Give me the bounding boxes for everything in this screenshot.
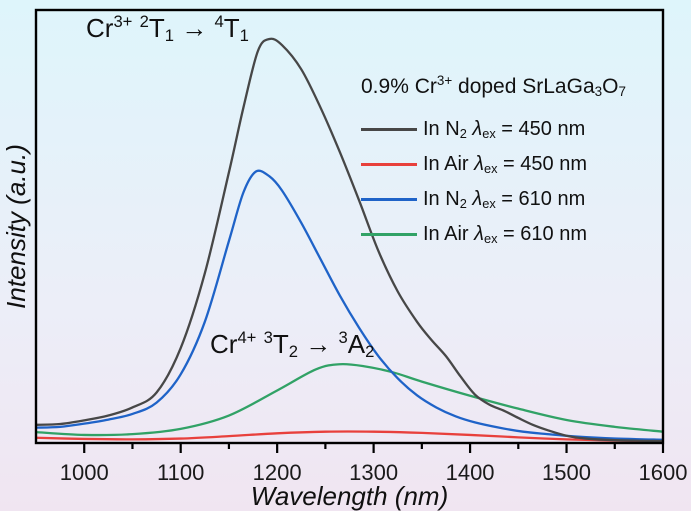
text-segment: 1 xyxy=(239,25,249,45)
legend-line-in-n2-450 xyxy=(361,128,417,131)
x-tick-label: 1400 xyxy=(446,460,495,485)
text-segment: 2 xyxy=(459,195,467,211)
text-segment: λ xyxy=(472,188,483,210)
legend-entry-in-air-450: In Air λex = 450 nm xyxy=(361,147,671,182)
series-line-in-n2-450 xyxy=(36,37,663,443)
text-segment: Cr xyxy=(86,13,114,43)
text-segment: O xyxy=(602,75,619,98)
text-segment: 2 xyxy=(459,125,467,141)
legend-rows: In N2 λex = 450 nm In Air λex = 450 nm In … xyxy=(361,112,671,252)
legend-label-in-n2-610: In N2 λex = 610 nm xyxy=(423,188,585,211)
legend-line-in-n2-610 xyxy=(361,198,417,201)
text-segment: 4+ xyxy=(237,327,257,347)
text-segment: λ xyxy=(474,223,484,245)
text-segment: A xyxy=(347,329,366,359)
text-segment: 3 xyxy=(594,83,603,99)
text-segment: In N xyxy=(423,188,460,210)
x-tick-label: 1100 xyxy=(157,460,204,485)
text-segment: 3+ xyxy=(113,11,133,31)
text-segment: 7 xyxy=(618,83,626,99)
legend-title: 0.9% Cr3+ doped SrLaGa3O7 xyxy=(361,72,671,102)
text-segment: 3 xyxy=(263,327,273,347)
text-segment: = 450 nm xyxy=(495,118,586,140)
legend: 0.9% Cr3+ doped SrLaGa3O7 In N2 λex = 45… xyxy=(361,72,671,252)
legend-line-in-air-450 xyxy=(361,163,417,166)
text-segment: ex xyxy=(482,195,496,211)
text-segment: In Air xyxy=(423,223,475,245)
text-segment: = 610 nm xyxy=(495,188,586,210)
text-segment: ex xyxy=(482,125,496,141)
series-line-in-air-610 xyxy=(36,362,663,437)
x-tick-label: 1200 xyxy=(253,460,302,485)
text-segment xyxy=(132,13,139,43)
text-segment: T xyxy=(272,329,289,359)
x-axis-ticks xyxy=(83,444,665,453)
x-axis-label: Wavelength (nm) xyxy=(250,481,449,511)
plot-frame xyxy=(34,8,665,445)
text-segment: ex xyxy=(483,160,498,176)
y-axis-label: Intensity (a.u.) xyxy=(1,144,31,309)
series-curves xyxy=(36,37,663,443)
legend-line-in-air-610 xyxy=(361,233,417,236)
text-segment: λ xyxy=(472,118,483,140)
legend-label-in-air-450: In Air λex = 450 nm xyxy=(423,153,587,176)
text-segment xyxy=(256,329,263,359)
text-segment: T xyxy=(223,13,240,43)
text-segment: doped SrLaGa xyxy=(452,75,595,98)
text-segment: In N xyxy=(423,118,460,140)
text-segment: λ xyxy=(474,153,484,175)
x-tick-label: 1300 xyxy=(349,460,398,485)
text-segment: = 450 nm xyxy=(497,153,588,175)
text-segment: → xyxy=(174,13,215,43)
text-segment: = 610 nm xyxy=(497,223,588,245)
text-segment: 2 xyxy=(288,341,299,361)
legend-entry-in-n2-450: In N2 λex = 450 nm xyxy=(361,112,671,147)
annotation-cr3-transition: Cr3+ 2T1 → 4T1 xyxy=(86,11,249,45)
series-line-in-air-450 xyxy=(36,430,663,443)
text-segment: 3 xyxy=(338,327,348,347)
text-segment: 3+ xyxy=(436,72,453,88)
text-segment: 1 xyxy=(164,25,175,45)
text-segment: ex xyxy=(483,230,498,246)
text-segment: 2 xyxy=(365,341,375,361)
x-tick-labels: 1000 1100 1200 1300 1400 1500 1600 xyxy=(60,460,688,485)
x-tick-label: 1600 xyxy=(639,460,688,485)
text-segment: 2 xyxy=(139,11,149,31)
text-segment: → xyxy=(298,329,339,359)
legend-entry-in-n2-610: In N2 λex = 610 nm xyxy=(361,182,671,217)
text-segment: 4 xyxy=(214,11,224,31)
text-segment: In Air xyxy=(423,153,475,175)
annotation-cr4-transition: Cr4+ 3T2 → 3A2 xyxy=(210,327,375,361)
legend-entry-in-air-610: In Air λex = 610 nm xyxy=(361,217,671,252)
text-segment: 0.9% Cr xyxy=(361,75,437,98)
x-tick-label: 1500 xyxy=(542,460,591,485)
text-segment: T xyxy=(148,13,165,43)
legend-label-in-air-610: In Air λex = 610 nm xyxy=(423,223,587,246)
text-segment: Cr xyxy=(210,329,238,359)
series-line-in-n2-610 xyxy=(36,169,663,441)
legend-label-in-n2-450: In N2 λex = 450 nm xyxy=(423,118,585,141)
x-tick-label: 1000 xyxy=(60,460,109,485)
